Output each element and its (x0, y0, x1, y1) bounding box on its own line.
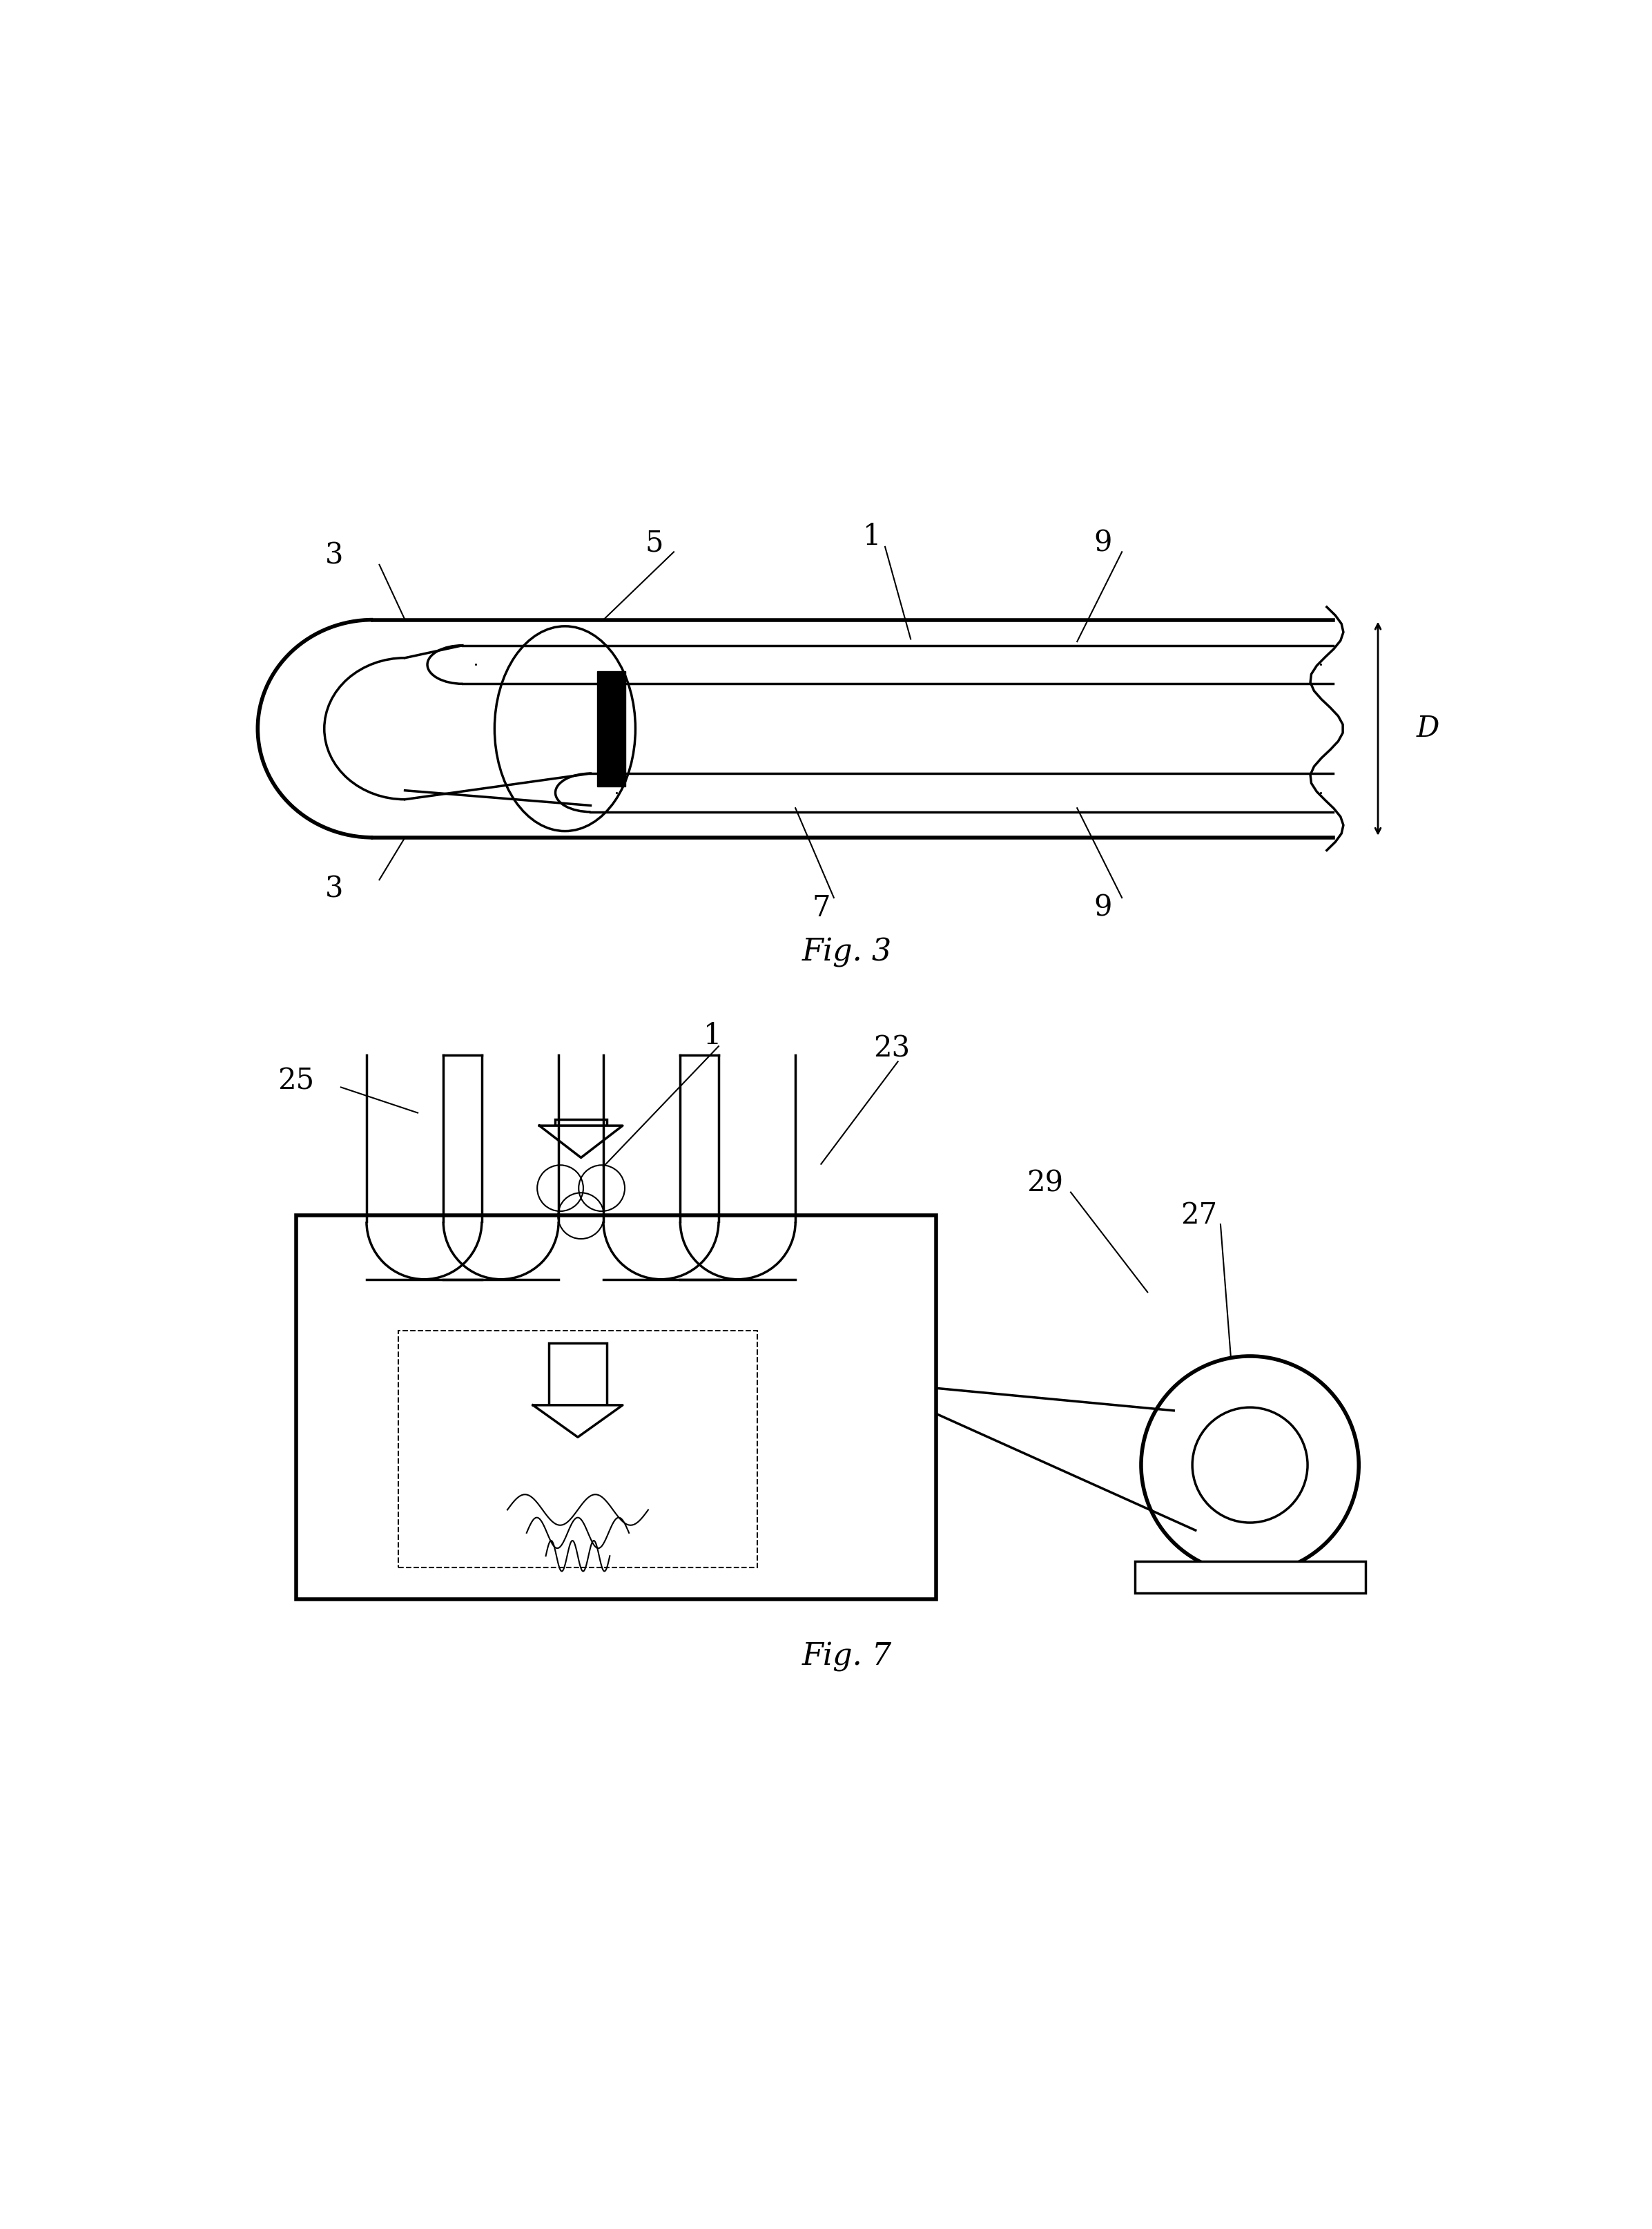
Bar (398, 1331, 757, 1567)
Bar (1135, 1560, 1365, 1594)
Bar (296, 1215, 937, 1600)
Text: D: D (1416, 713, 1439, 742)
Text: 3: 3 (325, 874, 344, 903)
Text: 5: 5 (646, 528, 664, 557)
Text: Fig. 7: Fig. 7 (801, 1643, 892, 1672)
Text: 27: 27 (1181, 1201, 1218, 1230)
Text: 1: 1 (862, 522, 882, 551)
Polygon shape (540, 1126, 623, 1157)
Bar (548, 1344, 606, 1404)
Text: Fig. 3: Fig. 3 (801, 938, 892, 967)
Text: 9: 9 (1094, 894, 1112, 923)
Text: 7: 7 (811, 894, 831, 923)
Text: 23: 23 (874, 1034, 910, 1063)
Polygon shape (534, 1404, 623, 1438)
Text: 25: 25 (278, 1065, 314, 1094)
Bar (555, 1119, 606, 1126)
Text: 9: 9 (1094, 528, 1112, 557)
Text: 1: 1 (704, 1021, 722, 1050)
Bar (596, 671, 624, 787)
Text: 29: 29 (1028, 1168, 1064, 1197)
Text: 3: 3 (325, 542, 344, 571)
